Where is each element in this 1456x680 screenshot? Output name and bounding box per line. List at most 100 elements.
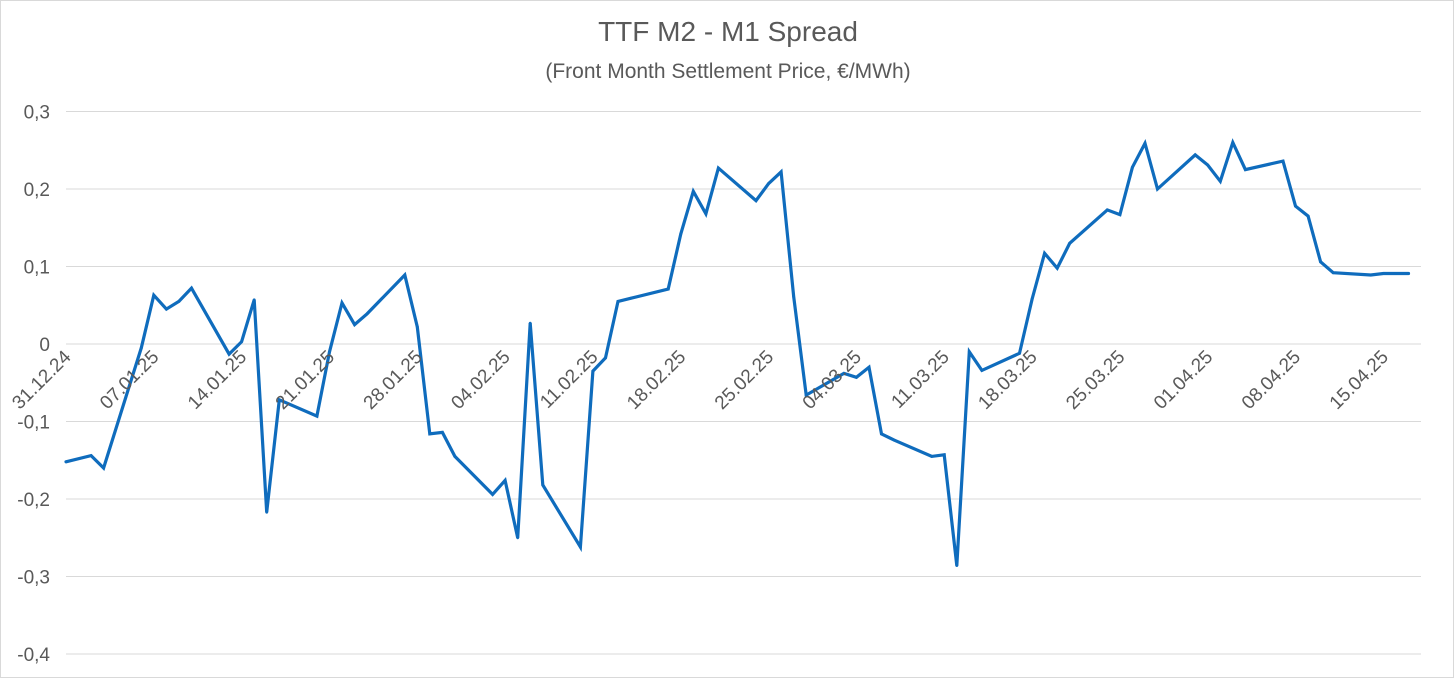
data-point [604,356,607,360]
data-point [1068,241,1072,245]
data-point [704,212,708,216]
series-layer [64,138,1411,567]
x-tick-label: 18.02.25 [623,347,690,414]
data-point [591,369,595,373]
data-point [1394,272,1398,275]
y-tick-label: -0,2 [17,490,50,511]
data-point [955,564,959,567]
x-tick-label: 15.04.25 [1326,347,1393,414]
y-tick-label: -0,4 [17,645,50,666]
x-tick-label: 21.01.25 [272,347,339,414]
data-point [403,273,407,277]
data-point [1206,163,1210,167]
data-point [328,350,331,354]
data-point [629,296,632,300]
data-point [177,300,181,303]
data-point [190,286,193,290]
data-point [365,312,369,316]
data-point [754,199,758,203]
data-point [842,372,846,375]
data-point [691,189,695,193]
data-point [165,307,168,311]
data-point [855,375,858,379]
data-point [1306,214,1310,218]
data-point [340,301,344,305]
data-point [528,321,532,325]
data-point [666,287,670,291]
data-point [1281,159,1285,163]
data-point [679,232,683,236]
gridlines [66,111,1421,655]
data-point [880,432,883,436]
data-point [930,455,934,458]
data-point [415,325,419,329]
data-point [353,323,356,326]
data-point [980,369,984,372]
x-tick-label: 31.12.24 [8,346,75,413]
x-axis-ticks: 31.12.24 07.01.25 14.01.25 21.01.25 28.01.25… [8,346,1393,413]
chart-title: TTF M2 - M1 Spread [598,16,858,47]
data-point [1331,271,1335,275]
y-tick-label: 0,2 [24,180,50,201]
data-point [1156,187,1159,191]
data-point [779,170,783,174]
x-tick-label: 28.01.25 [360,347,427,414]
data-point [942,453,946,457]
x-tick-label: 14.01.25 [184,347,251,414]
data-point [1294,204,1297,208]
data-point [792,295,796,299]
data-point [428,432,432,436]
y-tick-label: -0,1 [17,413,50,434]
y-tick-label: -0,3 [17,568,50,589]
data-point [139,346,143,350]
data-point [102,466,105,470]
y-tick-label: 0 [39,335,50,356]
x-tick-label: 08.04.25 [1238,347,1305,414]
data-point [240,340,244,344]
data-point [1382,272,1385,275]
x-tick-label: 04.02.25 [447,347,514,414]
data-point [252,298,256,302]
x-tick-label: 04.03.25 [799,347,866,414]
data-point [64,460,68,464]
data-point [804,393,808,397]
data-point [1218,179,1222,183]
data-point [89,454,93,457]
x-tick-label: 01.04.25 [1150,347,1217,414]
data-point [579,545,582,549]
data-point [152,293,156,297]
data-point [516,536,520,540]
data-point [717,166,720,170]
x-tick-label: 25.02.25 [711,347,778,414]
data-point [967,350,971,354]
data-point [1193,153,1197,157]
data-point [503,479,507,482]
data-point [1131,165,1134,169]
y-tick-label: 0,3 [24,103,50,124]
data-point [1244,168,1247,172]
data-point [441,431,444,434]
data-point [1043,251,1046,255]
data-point [1319,260,1322,264]
data-point [1055,266,1059,270]
y-tick-label: 0,1 [24,258,50,279]
x-tick-label: 11.03.25 [888,347,954,413]
data-point [616,300,620,303]
chart-subtitle: (Front Month Settlement Price, €/MWh) [545,60,911,83]
data-point [1407,272,1410,275]
data-point [1118,213,1122,217]
data-point [265,510,269,514]
data-point [867,365,871,369]
data-point [541,483,545,487]
data-point [767,182,770,186]
data-point [1105,208,1109,212]
x-tick-label: 07.01.25 [96,347,163,414]
data-point [892,438,896,442]
data-point [227,352,231,356]
y-axis-ticks: 0,3 0,2 0,1 0 -0,1 -0,2 -0,3 -0,4 [17,103,50,667]
data-point [453,455,457,458]
x-tick-label: 25.03.25 [1062,347,1129,414]
data-point [1143,141,1147,145]
data-point [491,493,494,496]
